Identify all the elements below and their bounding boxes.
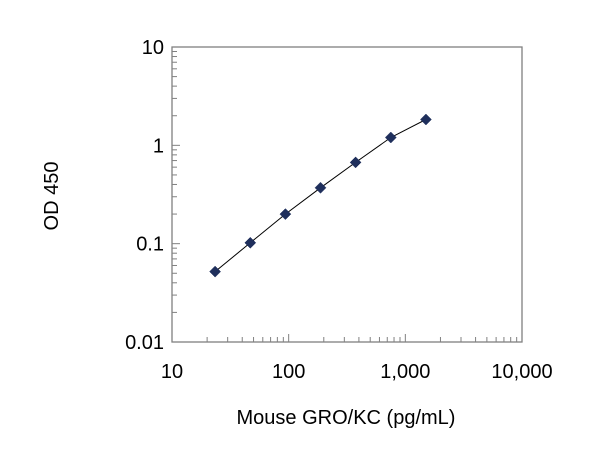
axes-layer: 10 100 1,000 10,000 0.01 0.1 1 10	[125, 37, 553, 383]
series-line	[214, 119, 427, 272]
data-point	[209, 265, 221, 278]
plot-frame	[171, 46, 523, 343]
y-tick-label: 1	[153, 135, 164, 157]
data-point	[314, 181, 327, 194]
data-point	[349, 156, 362, 169]
x-tick-label: 100	[272, 361, 305, 383]
x-tick-label: 10	[161, 361, 183, 383]
y-tick-label: 0.1	[136, 234, 164, 256]
y-tick-label: 0.01	[125, 332, 164, 354]
data-point	[279, 208, 292, 220]
x-tick-label: 10,000	[491, 361, 552, 383]
data-point	[420, 113, 432, 126]
ticks-layer	[171, 46, 523, 343]
data-point	[244, 236, 257, 249]
data-point	[384, 131, 397, 144]
x-tick-label: 1,000	[380, 361, 430, 383]
x-axis-label: Mouse GRO/KC (pg/mL)	[237, 407, 456, 429]
series-layer	[209, 113, 432, 278]
y-tick-label: 10	[142, 37, 164, 59]
y-axis-label: OD 450	[41, 162, 63, 231]
